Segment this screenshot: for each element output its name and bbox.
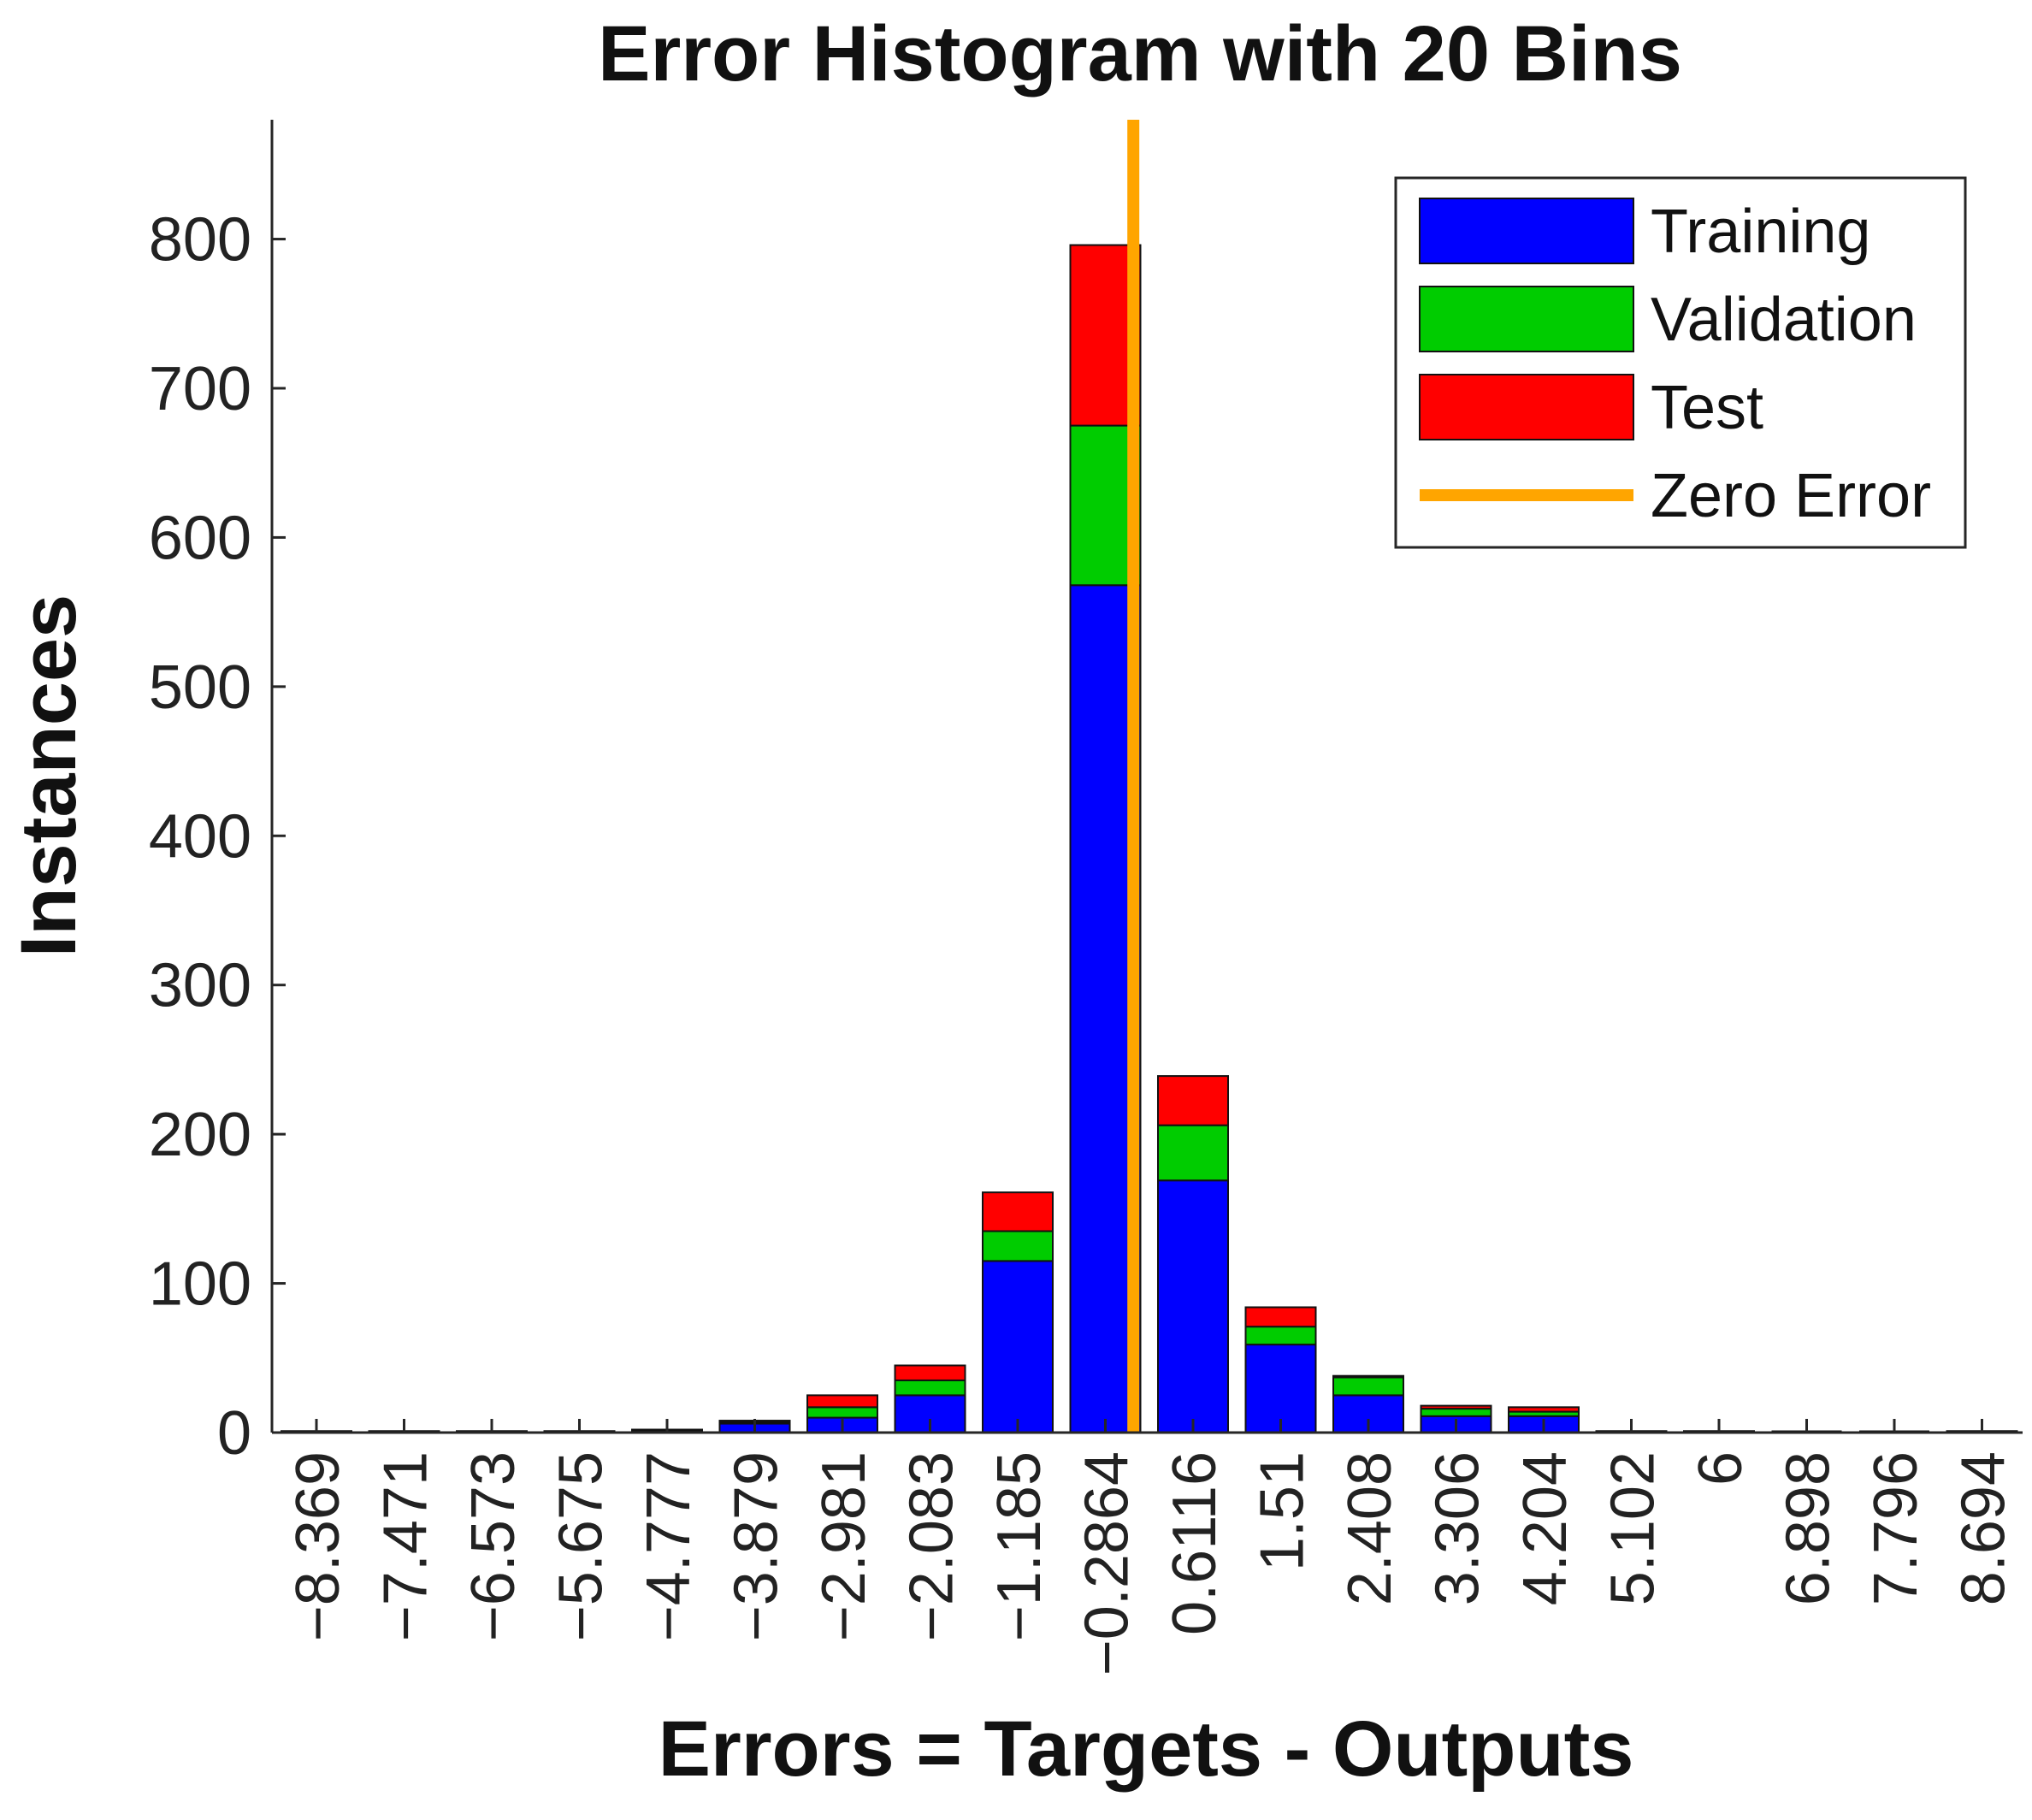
plot-area: 0 100 200 300 400 500 600 700 800 −8.369 −7.471 −6…: [149, 120, 2023, 1675]
x-tick-label: 6: [1686, 1451, 1755, 1486]
bar-validation-12: [1332, 1376, 1404, 1397]
bar-test-13: [1420, 1404, 1492, 1410]
x-tick-label: 3.306: [1424, 1451, 1492, 1605]
x-tick-label: −5.675: [547, 1451, 616, 1641]
bar-test-8: [982, 1191, 1054, 1232]
y-tick-label: 800: [149, 206, 251, 275]
bar-validation-11: [1244, 1326, 1317, 1346]
x-tick-label: 1.51: [1249, 1451, 1317, 1571]
legend-swatch-training: [1419, 198, 1634, 264]
x-tick-label: −4.777: [635, 1451, 703, 1641]
y-tick-label: 0: [217, 1399, 251, 1468]
x-tick-label: −7.471: [372, 1451, 440, 1641]
bar-test-12: [1332, 1374, 1404, 1379]
x-tick-label: −2.981: [810, 1451, 878, 1641]
legend-swatch-test: [1419, 374, 1634, 440]
legend-swatch-validation: [1419, 286, 1634, 352]
x-tick-label: 4.204: [1511, 1451, 1580, 1605]
bar-test-14: [1508, 1406, 1580, 1413]
bar-training-8: [982, 1260, 1054, 1434]
y-tick-label: 300: [149, 952, 251, 1020]
bar-test-6: [806, 1394, 878, 1409]
legend-entries: Training Validation Test Zero Error: [1419, 198, 1931, 530]
legend-label-validation: Validation: [1651, 286, 1917, 354]
y-tick-label: 100: [149, 1250, 251, 1319]
legend: Training Validation Test Zero Error: [1394, 176, 1967, 549]
legend-label-test: Test: [1651, 374, 1763, 442]
x-tick-label: 5.102: [1599, 1451, 1668, 1605]
y-axis-label: Instances: [5, 594, 92, 957]
bar-test-11: [1244, 1306, 1317, 1328]
bar-validation-7: [894, 1379, 966, 1397]
x-axis-label: Errors = Targets - Outputs: [659, 1705, 1634, 1793]
bar-validation-6: [806, 1406, 878, 1419]
x-tick-label: 6.898: [1775, 1451, 1843, 1605]
x-tick-label: −3.879: [723, 1451, 791, 1641]
x-tick-label: −0.2864: [1073, 1451, 1142, 1675]
bar-validation-10: [1157, 1124, 1229, 1182]
x-tick-label: −1.185: [985, 1451, 1054, 1641]
bar-validation-8: [982, 1230, 1054, 1262]
bar-test-7: [894, 1364, 966, 1381]
x-tick-label: −2.083: [898, 1451, 966, 1641]
y-tick-label: 400: [149, 802, 251, 871]
x-tick-label: 8.694: [1950, 1451, 2018, 1605]
y-ticks-group: 0 100 200 300 400 500 600 700 800: [149, 206, 286, 1468]
bar-training-10: [1157, 1179, 1229, 1433]
bar-validation-13: [1420, 1408, 1492, 1417]
legend-label-training: Training: [1651, 198, 1870, 266]
y-tick-label: 200: [149, 1101, 251, 1169]
x-tick-label: 0.6116: [1161, 1451, 1229, 1635]
y-tick-label: 700: [149, 355, 251, 423]
y-tick-label: 600: [149, 504, 251, 572]
bar-training-11: [1244, 1344, 1317, 1433]
legend-label-zero-error: Zero Error: [1651, 462, 1931, 530]
chart-title: Error Histogram with 20 Bins: [598, 10, 1682, 98]
y-tick-label: 500: [149, 653, 251, 722]
x-ticks-group: −8.369 −7.471 −6.573 −5.675 −4.777 −3.879 −2.9…: [284, 1419, 2018, 1675]
x-tick-label: 7.796: [1862, 1451, 1930, 1605]
x-tick-label: 2.408: [1336, 1451, 1404, 1605]
x-tick-label: −8.369: [284, 1451, 352, 1641]
bar-test-10: [1157, 1075, 1229, 1126]
x-tick-label: −6.573: [459, 1451, 528, 1641]
